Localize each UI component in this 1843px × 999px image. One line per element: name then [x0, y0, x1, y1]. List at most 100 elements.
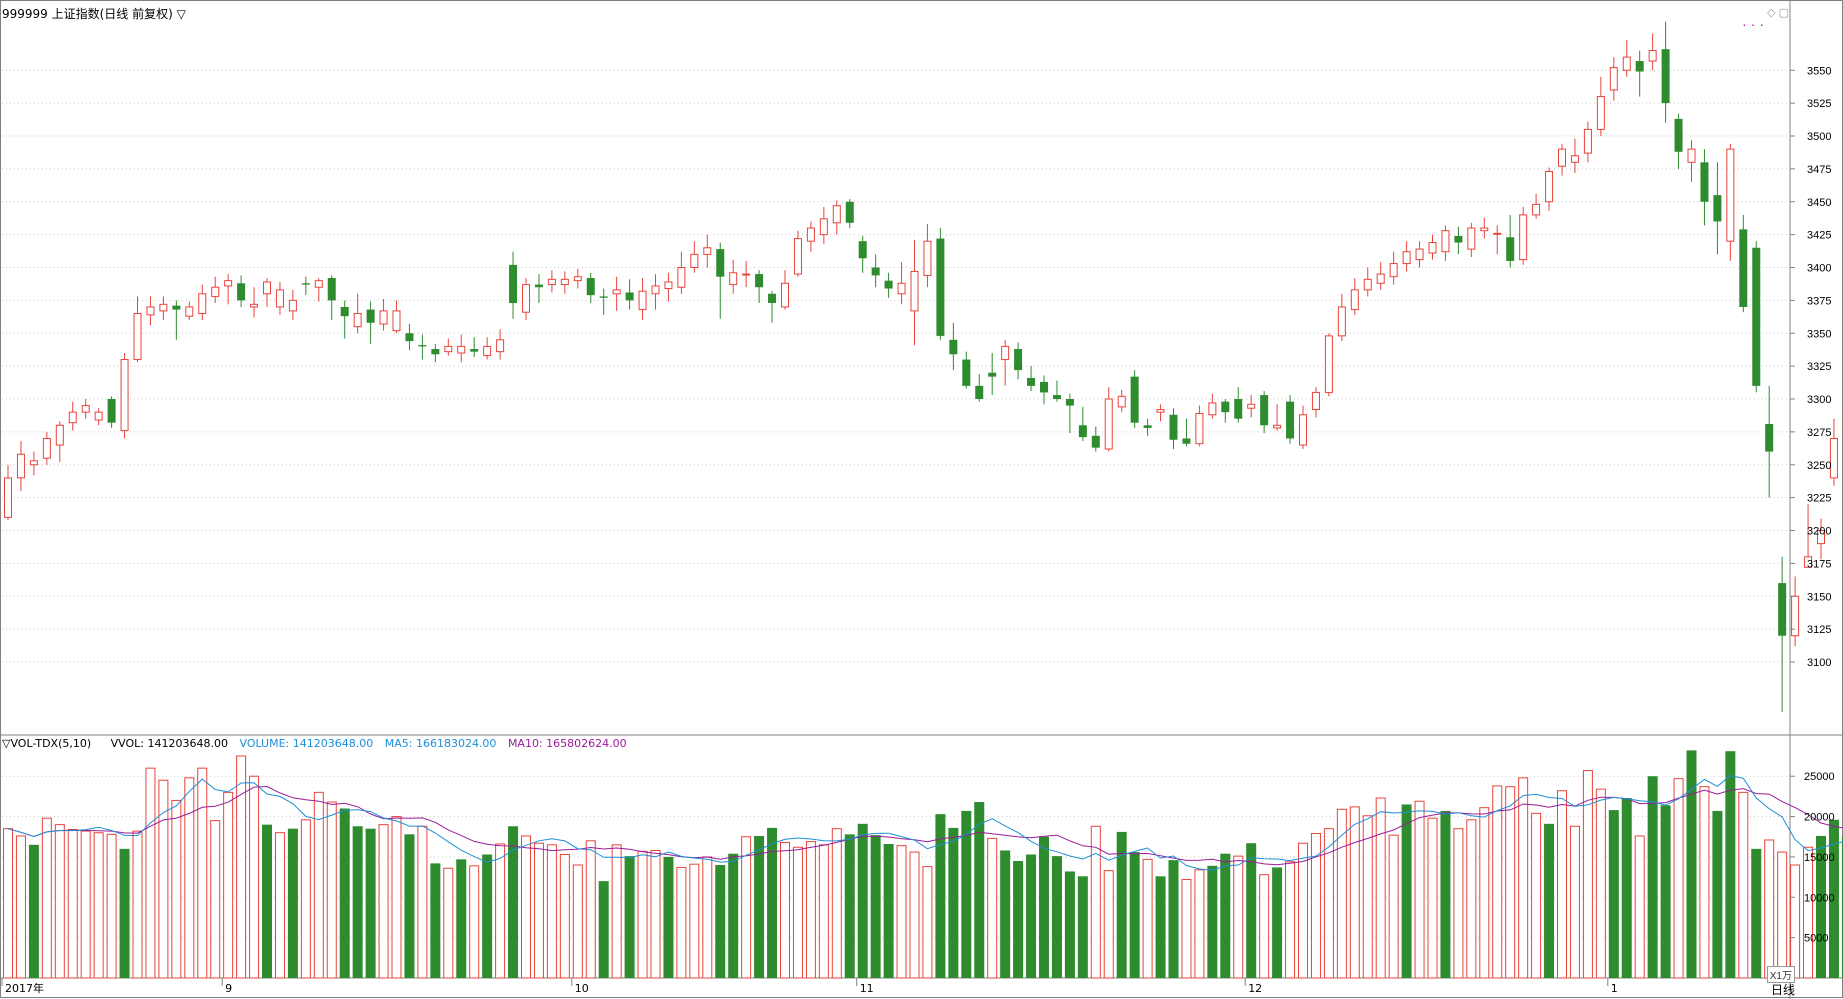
candle: [586, 272, 595, 304]
volume-bar-up: [521, 835, 531, 979]
volume-bar-up: [1803, 846, 1814, 979]
candle-body-down: [1027, 377, 1036, 386]
volume-bar-up: [210, 820, 221, 979]
chart-title[interactable]: 999999 上证指数(日线 前复权) ▽: [2, 5, 186, 22]
candle: [16, 441, 25, 492]
candle-body-down: [845, 201, 854, 223]
price-tick-label: 3300: [1807, 394, 1831, 406]
candle: [250, 287, 259, 318]
volume-bar-down: [482, 854, 493, 978]
restore-icon[interactable]: ◇ ▢: [1767, 7, 1789, 19]
candle-body-up: [1273, 424, 1282, 429]
candle: [1156, 404, 1165, 422]
candle: [1713, 162, 1722, 255]
candle-body-up: [68, 411, 77, 424]
candle: [1519, 207, 1528, 265]
volume-bar-up: [1557, 790, 1567, 979]
candle-body-up: [832, 205, 841, 224]
volume-bar-up: [236, 755, 247, 979]
volume-bar-up: [1699, 786, 1710, 979]
volume-bar-down: [1077, 876, 1088, 978]
period-label[interactable]: 日线: [1770, 983, 1795, 997]
price-tick-label: 3525: [1807, 98, 1831, 110]
date-tick-label: 12: [1248, 982, 1262, 995]
candle-body-down: [1765, 423, 1774, 452]
volume-bar-down: [844, 834, 855, 978]
candle: [755, 270, 764, 304]
candle-body-up: [1402, 251, 1411, 265]
volume-bar-down: [598, 881, 609, 978]
more-dots-icon[interactable]: ···: [1742, 16, 1768, 32]
volume-bar-up: [1362, 815, 1373, 979]
vol-name-text: VOL-TDX(5,10): [10, 737, 92, 750]
candle-body-up: [1726, 148, 1735, 242]
candle: [1208, 393, 1217, 419]
volume-bar-up: [637, 850, 648, 979]
candle-body-down: [768, 293, 777, 304]
candle: [1829, 418, 1838, 486]
candle-body-down: [107, 399, 116, 423]
candle: [405, 324, 414, 351]
candle: [1299, 405, 1307, 449]
volume-bar-up: [495, 843, 506, 979]
volume-bar-down: [1621, 798, 1632, 978]
candle-body-down: [1169, 414, 1178, 440]
vvol-value: VVOL: 141203648.00: [110, 737, 228, 750]
volume-value: VOLUME: 141203648.00: [239, 737, 374, 750]
vol-indicator-name[interactable]: ▽VOL-TDX(5,10): [2, 737, 92, 750]
candle-body-up: [1558, 148, 1566, 167]
volume-bar-down: [1686, 750, 1697, 978]
volume-header: ▽VOL-TDX(5,10) VVOL: 141203648.00 VOLUME…: [2, 737, 635, 750]
candle-body-up: [353, 313, 362, 328]
date-tick-label: 11: [860, 982, 874, 995]
volume-bar-down: [961, 810, 972, 978]
price-tick-label: 3200: [1807, 526, 1831, 538]
candle-body-up: [42, 437, 51, 459]
volume-bar-down: [624, 856, 635, 978]
volume-bar-up: [585, 840, 596, 979]
price-tick-label: 3425: [1807, 230, 1831, 242]
candle: [1195, 405, 1204, 447]
candle-body-up: [1493, 232, 1502, 235]
candle-body-up: [379, 310, 388, 325]
candle-body-up: [1545, 171, 1554, 203]
candle: [547, 270, 556, 293]
volume-bar-up: [1595, 788, 1606, 979]
candle-body-down: [1635, 61, 1644, 72]
volume-bar-up: [1233, 855, 1244, 979]
candle: [1286, 395, 1295, 444]
candle-body-up: [211, 286, 220, 297]
volume-bar-up: [1181, 879, 1192, 979]
candle-body-up: [560, 278, 569, 286]
candle-body-up: [1622, 56, 1631, 71]
volume-bar-down: [1051, 856, 1062, 978]
candle: [677, 251, 686, 294]
candle: [146, 296, 155, 326]
volume-bar-down: [1220, 853, 1231, 978]
volume-bar-up: [313, 791, 324, 979]
volume-bar-down: [883, 844, 894, 978]
volume-bar-up: [54, 824, 65, 979]
candle: [1648, 33, 1657, 71]
volume-bar-up: [15, 835, 26, 979]
candle: [1493, 225, 1502, 255]
candle-body-up: [910, 270, 919, 312]
candle: [211, 276, 220, 304]
candle-body-up: [263, 281, 271, 295]
volume-bar-down: [715, 865, 726, 978]
candle-body-down: [405, 333, 414, 342]
candle: [1467, 222, 1476, 257]
candle: [1040, 375, 1048, 405]
candle: [806, 221, 815, 252]
window-controls[interactable]: ◇ ▢: [1767, 6, 1789, 19]
candle: [1506, 214, 1515, 268]
candle: [1324, 333, 1333, 397]
triangle-down-icon[interactable]: ▽: [176, 7, 186, 21]
candle-body-down: [470, 349, 479, 352]
candle: [716, 242, 725, 319]
candle-body-down: [1713, 195, 1722, 222]
candle-body-down: [936, 238, 945, 336]
candle: [1428, 234, 1437, 260]
volume-bar-down: [1608, 810, 1619, 978]
